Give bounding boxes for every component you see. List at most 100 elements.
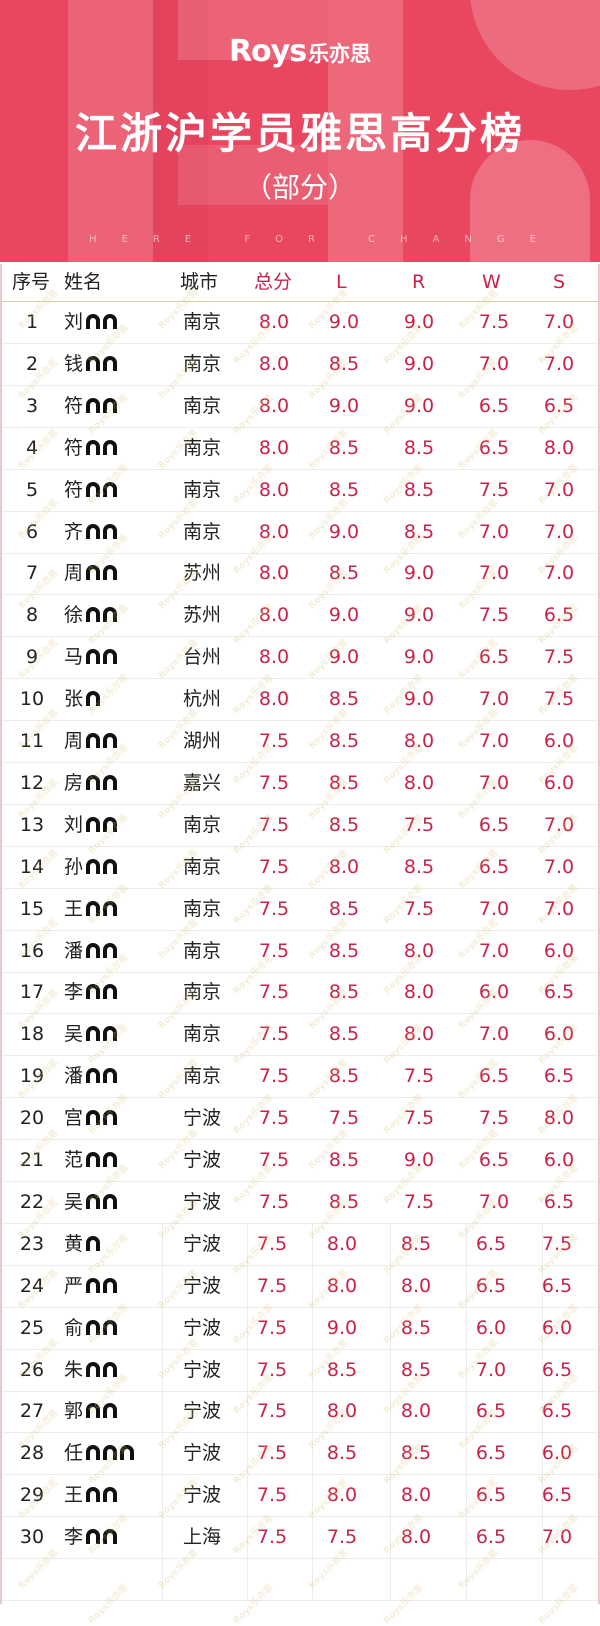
speaking-score: 6.0 bbox=[541, 1316, 573, 1339]
listening-score: 8.5 bbox=[328, 897, 360, 920]
name-mask-icon bbox=[103, 1193, 118, 1209]
listening-score: 8.0 bbox=[326, 1400, 358, 1423]
listening-score: 8.5 bbox=[328, 730, 360, 752]
name-mask-icon bbox=[86, 984, 101, 1000]
reading-score: 8.0 bbox=[403, 939, 435, 962]
name-mask-icon bbox=[103, 1487, 118, 1503]
total-score: 8.0 bbox=[258, 520, 290, 543]
surname: 王 bbox=[64, 1484, 84, 1507]
listening-score: 8.5 bbox=[328, 688, 360, 711]
surname: 刘 bbox=[64, 311, 84, 333]
name-mask-icon bbox=[86, 481, 101, 497]
city: 宁波 bbox=[182, 1190, 222, 1213]
name-mask-icon bbox=[86, 1068, 101, 1084]
total-score: 7.5 bbox=[256, 1274, 288, 1297]
row-number: 28 bbox=[19, 1442, 45, 1465]
name-mask-icon bbox=[86, 314, 101, 329]
table-header: 序号 姓名 城市 总分 L R W S bbox=[0, 264, 600, 302]
listening-score: 8.5 bbox=[328, 939, 360, 962]
student-name: 刘 bbox=[64, 805, 118, 845]
name-mask-icon bbox=[103, 565, 118, 581]
name-mask-icon bbox=[86, 733, 101, 748]
table-row: 15 王 南京 7.5 8.5 7.5 7.0 7.0 bbox=[2, 889, 598, 931]
speaking-score: 6.5 bbox=[543, 1190, 575, 1213]
row-number: 11 bbox=[19, 730, 45, 752]
surname: 徐 bbox=[64, 604, 84, 627]
total-score: 7.5 bbox=[258, 813, 290, 836]
speaking-score: 6.5 bbox=[541, 1484, 573, 1507]
writing-score: 6.5 bbox=[475, 1274, 507, 1297]
surname: 潘 bbox=[64, 1065, 84, 1088]
surname: 马 bbox=[64, 646, 84, 669]
listening-score: 7.5 bbox=[326, 1526, 358, 1549]
row-number: 17 bbox=[19, 981, 45, 1004]
header-writing: W bbox=[482, 271, 501, 293]
row-number: 20 bbox=[19, 1107, 45, 1130]
speaking-score: 7.0 bbox=[543, 897, 575, 920]
listening-score: 8.5 bbox=[328, 478, 360, 501]
name-mask-icon bbox=[103, 1529, 118, 1545]
table-row: 9 马 台州 8.0 9.0 9.0 6.5 7.5 bbox=[2, 637, 598, 680]
table-row: 25 俞 宁波 7.5 9.0 8.5 6.0 6.0 bbox=[2, 1307, 598, 1350]
total-score: 7.5 bbox=[258, 939, 290, 962]
city: 苏州 bbox=[182, 604, 222, 627]
city: 苏州 bbox=[182, 562, 222, 585]
header-reading: R bbox=[412, 271, 426, 293]
name-mask-icon bbox=[86, 1403, 101, 1419]
speaking-score: 8.0 bbox=[543, 436, 575, 459]
total-score: 8.0 bbox=[258, 311, 290, 333]
total-score: 8.0 bbox=[258, 646, 290, 669]
student-name: 李 bbox=[64, 1517, 118, 1557]
row-number: 7 bbox=[25, 562, 39, 585]
writing-score: 7.0 bbox=[478, 688, 510, 711]
total-score: 7.5 bbox=[256, 1358, 288, 1381]
writing-score: 6.5 bbox=[478, 436, 510, 459]
page-subtitle: （部分） bbox=[243, 171, 356, 204]
surname: 范 bbox=[64, 1149, 84, 1171]
writing-score: 6.0 bbox=[475, 1316, 507, 1339]
row-number: 21 bbox=[19, 1149, 45, 1171]
table-row: 12 房 嘉兴 7.5 8.5 8.0 7.0 6.0 bbox=[2, 763, 598, 805]
name-mask-icon bbox=[103, 355, 118, 371]
header-total: 总分 bbox=[254, 271, 293, 293]
reading-score: 8.0 bbox=[403, 981, 435, 1004]
name-mask-icon bbox=[103, 1319, 118, 1335]
row-number: 26 bbox=[19, 1358, 45, 1381]
table-row: 28 任 宁波 7.5 8.5 8.5 6.5 6.0 bbox=[2, 1433, 598, 1476]
name-mask-icon bbox=[86, 1110, 101, 1126]
table-row: 13 刘 南京 7.5 8.5 7.5 6.5 7.0 bbox=[2, 805, 598, 847]
row-number: 22 bbox=[19, 1190, 45, 1213]
city: 南京 bbox=[182, 311, 222, 333]
speaking-score: 6.0 bbox=[541, 1442, 573, 1465]
name-mask-icon bbox=[103, 649, 118, 665]
name-mask-icon bbox=[103, 900, 118, 916]
name-mask-icon bbox=[86, 1529, 101, 1545]
student-name: 宫 bbox=[64, 1098, 118, 1138]
surname: 周 bbox=[64, 730, 84, 752]
row-number: 12 bbox=[19, 771, 45, 794]
row-number: 27 bbox=[19, 1400, 45, 1423]
reading-score: 8.5 bbox=[400, 1442, 432, 1465]
row-number: 15 bbox=[19, 897, 45, 920]
row-number: 8 bbox=[25, 604, 39, 627]
row-number: 19 bbox=[19, 1065, 45, 1088]
name-mask-icon bbox=[86, 1235, 101, 1251]
writing-score: 6.5 bbox=[475, 1232, 507, 1255]
total-score: 8.0 bbox=[258, 352, 290, 375]
student-name: 潘 bbox=[64, 931, 118, 971]
student-name: 李 bbox=[64, 972, 118, 1012]
writing-score: 6.0 bbox=[478, 981, 510, 1004]
speaking-score: 7.0 bbox=[543, 813, 575, 836]
table-row: 14 孙 南京 7.5 8.0 8.5 6.5 7.0 bbox=[2, 847, 598, 889]
name-mask-icon bbox=[103, 1026, 118, 1042]
table-row: 30 李 上海 7.5 7.5 8.0 6.5 7.0 bbox=[2, 1517, 598, 1560]
listening-score: 9.0 bbox=[326, 1316, 358, 1339]
reading-score: 7.5 bbox=[403, 897, 435, 920]
speaking-score: 7.5 bbox=[541, 1232, 573, 1255]
student-name: 符 bbox=[64, 470, 118, 510]
student-name: 周 bbox=[64, 553, 118, 593]
city: 湖州 bbox=[182, 730, 222, 752]
name-mask-icon bbox=[86, 942, 101, 958]
total-score: 8.0 bbox=[258, 478, 290, 501]
table-row: 7 周 苏州 8.0 8.5 9.0 7.0 7.0 bbox=[2, 553, 598, 596]
